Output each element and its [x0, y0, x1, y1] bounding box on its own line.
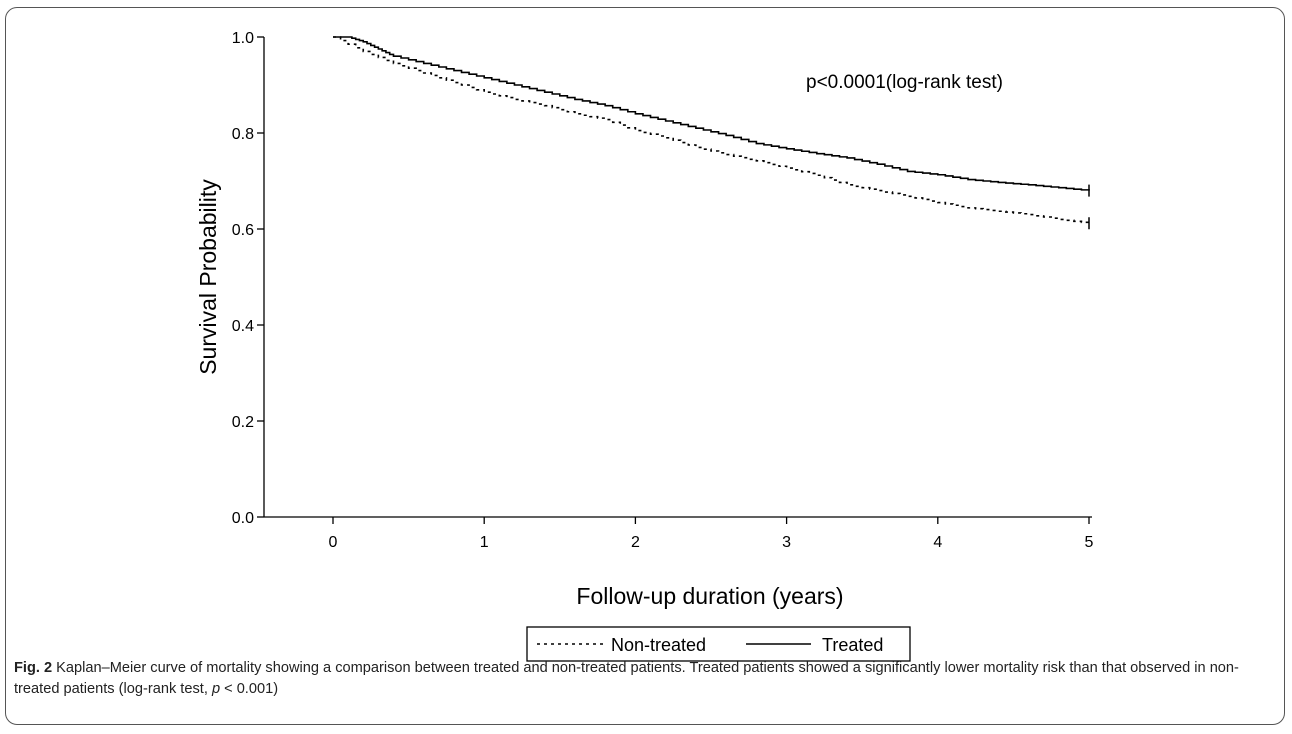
x-tick-label: 3	[782, 534, 791, 551]
curve-non-treated	[333, 36, 1090, 224]
x-tick-label: 0	[329, 534, 338, 551]
x-tick-label: 4	[933, 534, 942, 551]
survival-curves	[333, 36, 1090, 230]
y-tick-label: 1.0	[232, 30, 254, 47]
y-tick-label: 0.6	[232, 222, 254, 239]
caption-text-end: < 0.001)	[220, 681, 279, 697]
x-tick-label: 5	[1085, 534, 1094, 551]
figure-caption: Fig. 2 Kaplan–Meier curve of mortality s…	[14, 658, 1278, 700]
y-tick-label: 0.4	[232, 318, 254, 335]
legend-label-treated: Treated	[822, 635, 883, 655]
x-tick-label: 1	[480, 534, 489, 551]
x-axis-title: Follow-up duration (years)	[576, 583, 843, 609]
caption-text: Kaplan–Meier curve of mortality showing …	[14, 660, 1239, 697]
y-tick-label: 0.0	[232, 510, 254, 527]
legend: Non-treated Treated	[526, 626, 911, 662]
legend-box	[526, 626, 911, 662]
legend-label-non-treated: Non-treated	[611, 635, 706, 655]
curve-treated	[333, 36, 1090, 191]
caption-figure-label: Fig. 2	[14, 660, 53, 676]
figure-frame	[5, 7, 1285, 725]
y-axis-title: Survival Probability	[195, 179, 221, 375]
caption-p-symbol: p	[211, 681, 221, 697]
y-tick-label: 0.8	[232, 126, 254, 143]
y-tick-label: 0.2	[232, 414, 254, 431]
x-tick-label: 2	[631, 534, 640, 551]
p-value-annotation: p<0.0001(log-rank test)	[806, 72, 1003, 93]
axes: 0.0 0.2 0.4 0.6 0.8 1.0 0 1 2 3 4 5	[232, 30, 1094, 551]
